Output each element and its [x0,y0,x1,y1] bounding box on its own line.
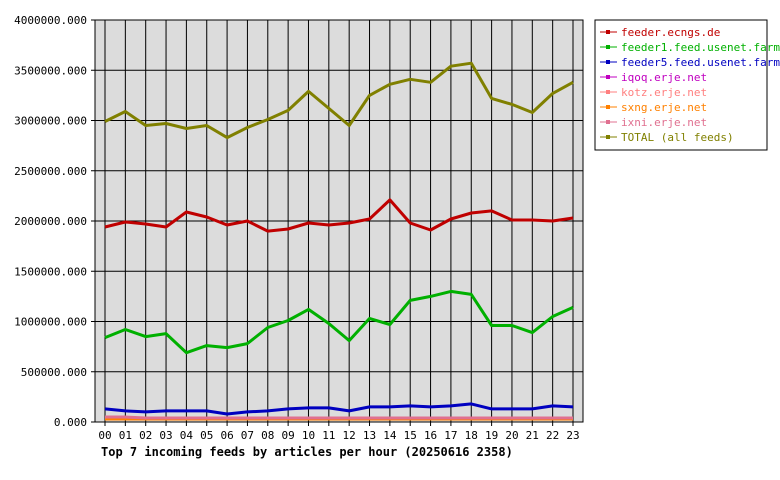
x-tick-label: 11 [322,429,335,442]
x-tick-label: 09 [282,429,295,442]
legend-marker [606,30,610,34]
y-tick-label: 2000000.000 [14,215,87,228]
x-tick-label: 05 [200,429,213,442]
series-line [104,198,574,233]
x-tick-label: 00 [98,429,111,442]
x-axis-ticks: 00 01 02 03 04 05 06 07 08 09 10 11 12 13 14 15 16 17 18 19… [98,422,580,442]
legend-marker [606,60,610,64]
y-tick-label: 500000.000 [21,366,87,379]
legend-marker [606,90,610,94]
x-tick-label: 10 [302,429,315,442]
y-tick-label: 1000000.000 [14,316,87,329]
legend-label: feeder5.feed.usenet.farm [621,56,780,69]
x-tick-label: 06 [220,429,233,442]
x-tick-label: 23 [566,429,579,442]
series-line [104,61,574,140]
legend: feeder.ecngs.de feeder1.feed.usenet.farm f… [594,19,780,151]
series-line [104,289,574,355]
x-tick-label: 17 [444,429,457,442]
legend-marker [606,75,610,79]
x-tick-label: 13 [363,429,376,442]
x-tick-label: 07 [241,429,254,442]
legend-marker [606,45,610,49]
x-tick-label: 01 [119,429,132,442]
x-tick-label: 14 [383,429,397,442]
series-line [105,415,573,420]
x-tick-label: 08 [261,429,274,442]
y-tick-label: 3500000.000 [14,64,87,77]
plot-border [94,19,584,423]
chart-title: Top 7 incoming feeds by articles per hou… [101,445,513,459]
x-tick-label: 02 [139,429,152,442]
legend-marker [606,105,610,109]
x-tick-label: 22 [546,429,559,442]
legend-box [594,19,768,151]
y-tick-label: 4000000.000 [14,14,87,27]
x-tick-label: 18 [465,429,478,442]
x-tick-label: 20 [505,429,518,442]
x-tick-label: 15 [404,429,417,442]
x-tick-label: 21 [526,429,539,442]
y-tick-label: 3000000.000 [14,115,87,128]
x-tick-label: 16 [424,429,437,442]
legend-label: iqoq.erje.net [621,71,707,84]
y-tick-label: 2500000.000 [14,165,87,178]
y-tick-label: 1500000.000 [14,265,87,278]
y-axis-ticks: 0.000 500000.000 1000000.000 1500000.000 200… [14,14,95,429]
series-lines [104,61,574,421]
legend-label: feeder1.feed.usenet.farm [621,41,780,54]
x-tick-label: 12 [343,429,356,442]
legend-marker [606,135,610,139]
legend-label: ixni.erje.net [621,116,707,129]
y-tick-label: 0.000 [54,416,87,429]
x-tick-label: 03 [159,429,172,442]
legend-label: feeder.ecngs.de [621,26,720,39]
x-tick-label: 04 [180,429,194,442]
legend-label: TOTAL (all feeds) [621,131,734,144]
legend-marker [606,120,610,124]
legend-label: sxng.erje.net [621,101,707,114]
series-line [104,402,574,416]
legend-label: kotz.erje.net [621,86,707,99]
x-tick-label: 19 [485,429,498,442]
